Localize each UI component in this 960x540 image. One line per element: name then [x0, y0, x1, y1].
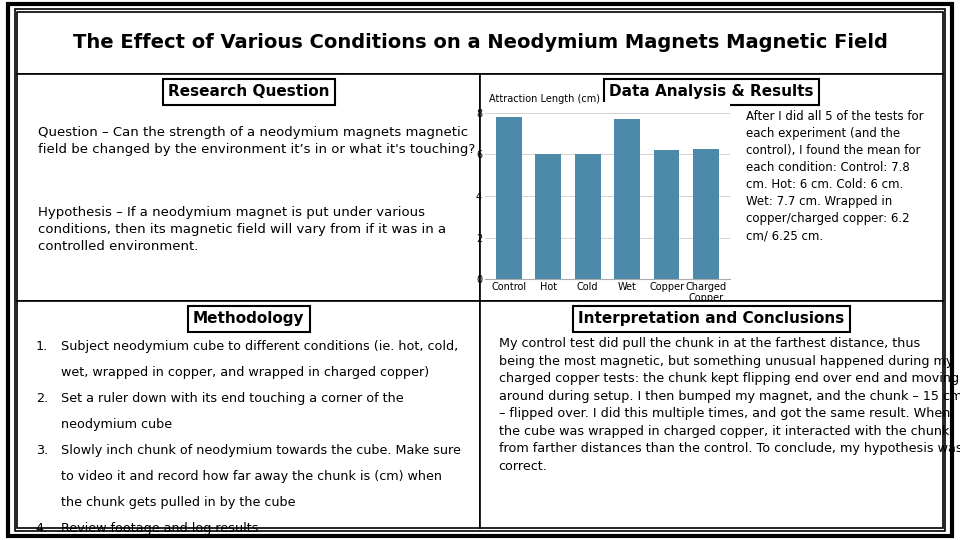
Text: Hypothesis – If a neodymium magnet is put under various
conditions, then its mag: Hypothesis – If a neodymium magnet is pu… [38, 206, 446, 253]
Text: Question – Can the strength of a neodymium magnets magnetic
field be changed by : Question – Can the strength of a neodymi… [38, 126, 475, 156]
Text: Attraction Length (cm): Attraction Length (cm) [489, 94, 600, 104]
Bar [496, 117, 521, 280]
Bar [614, 119, 640, 280]
FancyBboxPatch shape [17, 301, 480, 528]
Text: Methodology: Methodology [193, 311, 304, 326]
Text: Research Question: Research Question [168, 84, 329, 99]
FancyBboxPatch shape [480, 301, 943, 528]
Text: neodymium cube: neodymium cube [61, 418, 173, 431]
Text: 3.: 3. [36, 444, 48, 457]
Text: Slowly inch chunk of neodymium towards the cube. Make sure: Slowly inch chunk of neodymium towards t… [61, 444, 461, 457]
Text: Subject neodymium cube to different conditions (ie. hot, cold,: Subject neodymium cube to different cond… [61, 340, 459, 353]
Text: the chunk gets pulled in by the cube: the chunk gets pulled in by the cube [61, 496, 296, 509]
Bar [654, 150, 680, 280]
Text: 1.: 1. [36, 340, 48, 353]
Text: wet, wrapped in copper, and wrapped in charged copper): wet, wrapped in copper, and wrapped in c… [61, 366, 429, 379]
Bar [575, 154, 601, 280]
FancyBboxPatch shape [17, 74, 480, 301]
Text: My control test did pull the chunk in at the farthest distance, thus
being the m: My control test did pull the chunk in at… [498, 338, 960, 473]
Text: 2.: 2. [36, 392, 48, 405]
FancyBboxPatch shape [480, 74, 943, 301]
Text: 4.: 4. [36, 522, 48, 536]
Text: Review footage and log results: Review footage and log results [61, 522, 259, 536]
Text: After I did all 5 of the tests for
each experiment (and the
control), I found th: After I did all 5 of the tests for each … [746, 110, 924, 242]
FancyBboxPatch shape [17, 12, 943, 74]
Text: to video it and record how far away the chunk is (cm) when: to video it and record how far away the … [61, 470, 443, 483]
Bar [536, 154, 561, 280]
Bar [693, 149, 719, 280]
Text: Interpretation and Conclusions: Interpretation and Conclusions [578, 311, 845, 326]
Text: The Effect of Various Conditions on a Neodymium Magnets Magnetic Field: The Effect of Various Conditions on a Ne… [73, 33, 887, 52]
Text: Data Analysis & Results: Data Analysis & Results [609, 84, 814, 99]
Text: Set a ruler down with its end touching a corner of the: Set a ruler down with its end touching a… [61, 392, 404, 405]
